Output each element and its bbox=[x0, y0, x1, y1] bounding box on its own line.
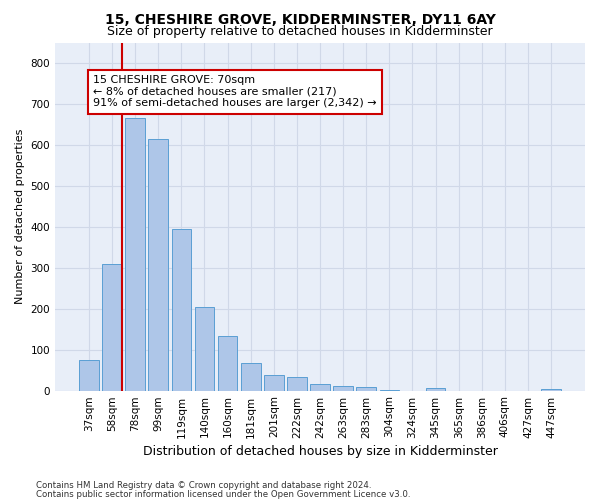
Bar bbox=[334, 386, 353, 390]
Text: Contains HM Land Registry data © Crown copyright and database right 2024.: Contains HM Land Registry data © Crown c… bbox=[36, 481, 371, 490]
Bar bbox=[102, 264, 122, 390]
Text: 15 CHESHIRE GROVE: 70sqm
← 8% of detached houses are smaller (217)
91% of semi-d: 15 CHESHIRE GROVE: 70sqm ← 8% of detache… bbox=[93, 76, 377, 108]
Bar bbox=[264, 375, 284, 390]
Text: Size of property relative to detached houses in Kidderminster: Size of property relative to detached ho… bbox=[107, 25, 493, 38]
Bar bbox=[541, 388, 561, 390]
Bar bbox=[194, 308, 214, 390]
Bar bbox=[125, 118, 145, 390]
Text: Contains public sector information licensed under the Open Government Licence v3: Contains public sector information licen… bbox=[36, 490, 410, 499]
Bar bbox=[79, 360, 99, 390]
Bar bbox=[287, 378, 307, 390]
Bar bbox=[172, 229, 191, 390]
Bar bbox=[426, 388, 445, 390]
Bar bbox=[148, 138, 168, 390]
Bar bbox=[218, 336, 238, 390]
X-axis label: Distribution of detached houses by size in Kidderminster: Distribution of detached houses by size … bbox=[143, 444, 497, 458]
Bar bbox=[356, 388, 376, 390]
Text: 15, CHESHIRE GROVE, KIDDERMINSTER, DY11 6AY: 15, CHESHIRE GROVE, KIDDERMINSTER, DY11 … bbox=[104, 12, 496, 26]
Bar bbox=[310, 384, 330, 390]
Y-axis label: Number of detached properties: Number of detached properties bbox=[15, 129, 25, 304]
Bar bbox=[241, 362, 260, 390]
